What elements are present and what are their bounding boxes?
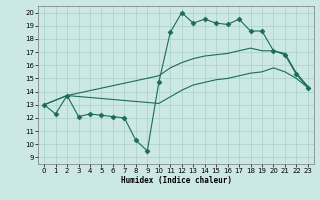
X-axis label: Humidex (Indice chaleur): Humidex (Indice chaleur) [121,176,231,185]
